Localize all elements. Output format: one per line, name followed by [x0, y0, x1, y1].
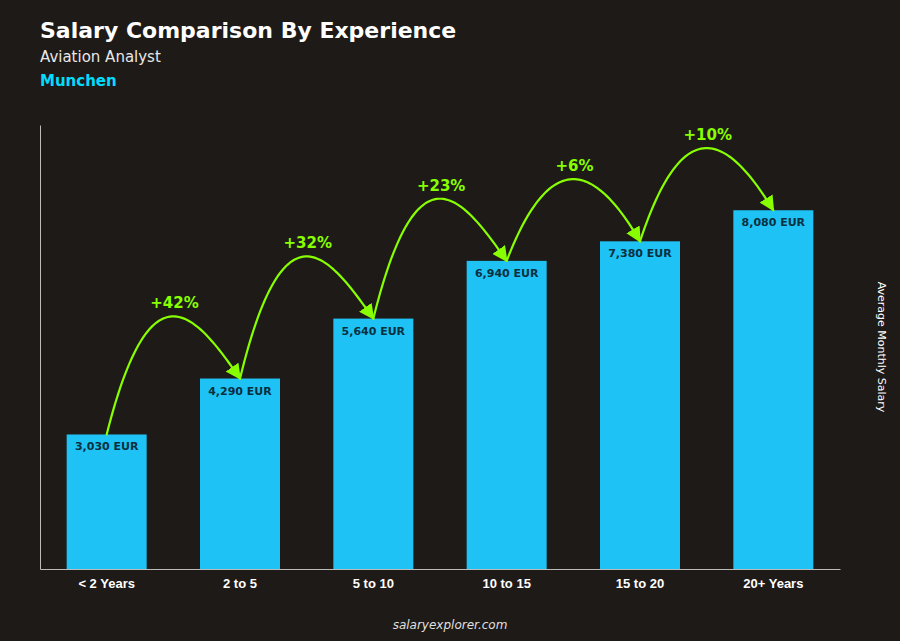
x-tick: 2 to 5: [223, 569, 257, 591]
data-label: 3,030 EUR: [75, 440, 139, 453]
chart: Salary Comparison By Experience Aviation …: [0, 0, 900, 641]
change-arrow: [507, 179, 640, 261]
change-label: +23%: [417, 177, 465, 195]
x-axis-line: [41, 569, 841, 570]
change-arrow: [373, 199, 506, 319]
bar: [733, 210, 813, 569]
change-label: +32%: [284, 234, 332, 252]
annotations: +42% +32% +23% +6% +10%: [107, 126, 774, 434]
y-axis-title: Average Monthly Salary: [875, 282, 888, 413]
bar: [67, 434, 147, 569]
y-axis-line: [40, 126, 41, 570]
bar: [200, 379, 280, 569]
data-label: 4,290 EUR: [208, 385, 272, 398]
title: Salary Comparison By Experience: [40, 18, 456, 43]
x-tick-label: 20+ Years: [743, 576, 803, 591]
x-tick-label: < 2 Years: [78, 576, 135, 591]
bar: [333, 319, 413, 569]
x-tick: 20+ Years: [743, 569, 803, 591]
x-tick-label: 15 to 20: [616, 576, 664, 591]
x-tick: 10 to 15: [482, 569, 530, 591]
subtitle: Aviation Analyst: [40, 48, 161, 66]
data-label: 7,380 EUR: [608, 247, 672, 260]
x-tick-label: 5 to 10: [353, 576, 394, 591]
x-tick: < 2 Years: [78, 569, 135, 591]
change-label: +6%: [555, 157, 593, 175]
x-tick: 15 to 20: [616, 569, 664, 591]
data-label: 5,640 EUR: [342, 325, 406, 338]
y-axis: [40, 126, 41, 570]
x-tick-label: 10 to 15: [482, 576, 530, 591]
bar: [467, 261, 547, 569]
change-label: +42%: [150, 294, 198, 312]
watermark: salaryexplorer.com: [393, 618, 508, 632]
x-tick-label: 2 to 5: [223, 576, 257, 591]
x-tick: 5 to 10: [353, 569, 394, 591]
x-axis: < 2 Years 2 to 5 5 to 10 10 to 15 15 to 20 20…: [41, 569, 841, 591]
change-arrow: [640, 148, 773, 241]
data-labels: 3,030 EUR 4,290 EUR 5,640 EUR 6,940 EUR 7,38…: [75, 216, 806, 453]
data-label: 6,940 EUR: [475, 267, 539, 280]
subtitle: Munchen: [40, 72, 117, 90]
change-arrow: [240, 256, 373, 378]
plot: < 2 Years 2 to 5 5 to 10 10 to 15 15 to 20 20…: [41, 126, 841, 592]
data-label: 8,080 EUR: [742, 216, 806, 229]
bars: [67, 210, 814, 569]
change-label: +10%: [684, 126, 732, 144]
change-arrow: [107, 316, 240, 434]
bar: [600, 241, 680, 569]
